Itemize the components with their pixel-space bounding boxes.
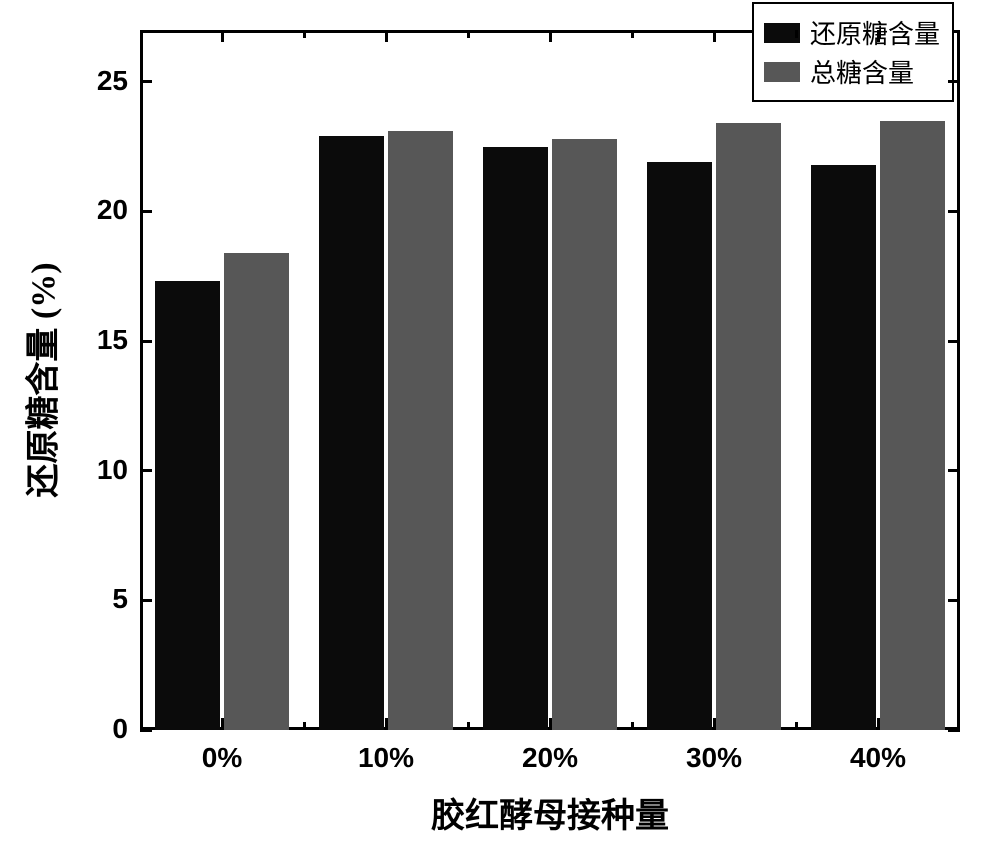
bar-reducing_sugar: [647, 162, 713, 730]
bar-total_sugar: [716, 123, 782, 730]
legend-item: 还原糖含量: [764, 14, 940, 51]
y-axis-title: 还原糖含量 (%): [16, 262, 65, 497]
x-tick: [549, 30, 552, 42]
legend: 还原糖含量总糖含量: [752, 2, 954, 102]
bar-reducing_sugar: [483, 147, 549, 730]
legend-swatch: [764, 62, 800, 82]
y-tick-label: 15: [82, 324, 128, 356]
x-tick-label: 30%: [686, 742, 742, 774]
y-tick: [948, 729, 960, 732]
y-tick: [140, 599, 152, 602]
x-tick-label: 40%: [850, 742, 906, 774]
y-tick-label: 20: [82, 194, 128, 226]
y-tick: [948, 340, 960, 343]
bar-total_sugar: [552, 139, 618, 730]
y-tick: [140, 210, 152, 213]
y-tick: [948, 80, 960, 83]
y-tick-label: 25: [82, 65, 128, 97]
x-tick-label: 10%: [358, 742, 414, 774]
y-tick: [140, 469, 152, 472]
chart-container: 还原糖含量总糖含量 还原糖含量 (%) 胶红酵母接种量 0 5 10 15 20 25 0…: [0, 0, 1000, 849]
legend-item: 总糖含量: [764, 53, 940, 90]
x-tick-minor: [795, 722, 798, 730]
x-tick-minor: [303, 722, 306, 730]
y-tick: [140, 729, 152, 732]
x-tick-minor: [467, 30, 470, 38]
x-tick: [877, 30, 880, 42]
bar-total_sugar: [880, 121, 946, 730]
x-tick: [713, 30, 716, 42]
y-tick: [948, 210, 960, 213]
legend-label: 还原糖含量: [810, 14, 940, 51]
bar-reducing_sugar: [155, 281, 221, 730]
x-tick-minor: [467, 722, 470, 730]
x-tick-label: 20%: [522, 742, 578, 774]
y-tick-label: 10: [82, 454, 128, 486]
x-tick-minor: [631, 30, 634, 38]
bar-total_sugar: [224, 253, 290, 730]
x-tick: [385, 30, 388, 42]
bar-reducing_sugar: [811, 165, 877, 730]
x-tick: [221, 30, 224, 42]
x-axis-title: 胶红酵母接种量: [431, 788, 669, 837]
y-tick: [140, 340, 152, 343]
x-tick-label: 0%: [202, 742, 242, 774]
x-tick-minor: [303, 30, 306, 38]
y-tick-label: 5: [82, 583, 128, 615]
y-tick: [140, 80, 152, 83]
bar-total_sugar: [388, 131, 454, 730]
y-tick-label: 0: [82, 713, 128, 745]
x-tick-minor: [795, 30, 798, 38]
y-tick: [948, 469, 960, 472]
bar-reducing_sugar: [319, 136, 385, 730]
x-tick-minor: [631, 722, 634, 730]
legend-label: 总糖含量: [810, 53, 914, 90]
y-tick: [948, 599, 960, 602]
